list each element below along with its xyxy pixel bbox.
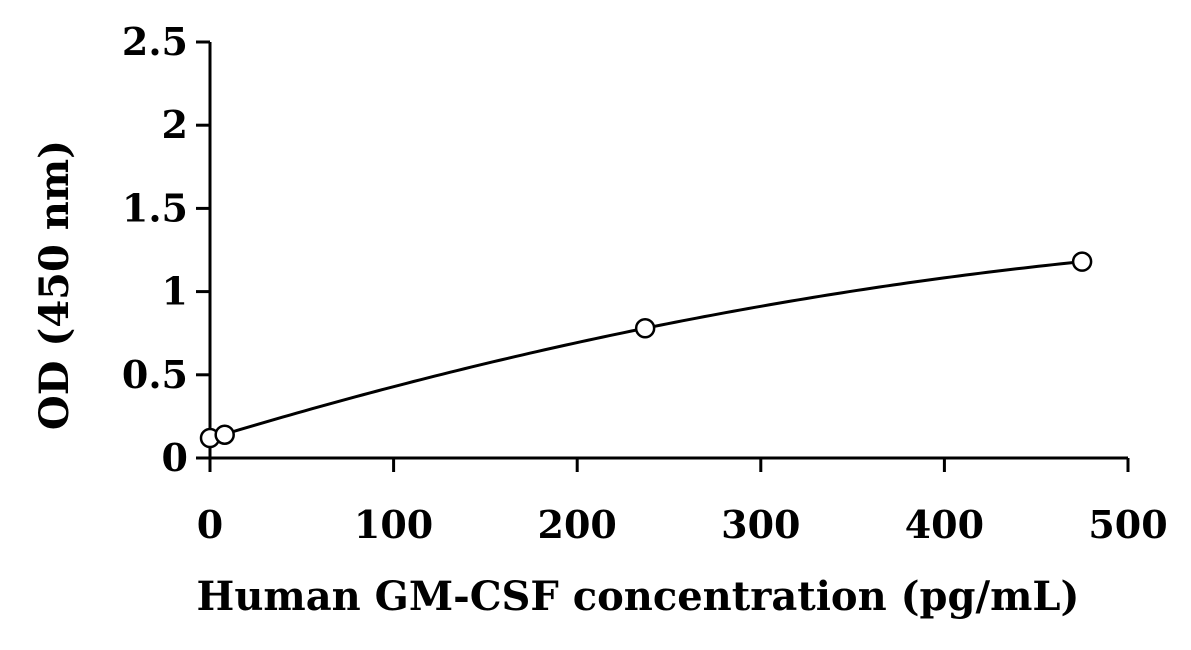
x-tick-label: 500 <box>1088 502 1167 547</box>
y-tick-label: 2 <box>162 102 188 147</box>
y-axis-title: OD (450 nm) <box>31 140 78 430</box>
x-tick-label: 200 <box>538 502 617 547</box>
y-ticks: 0 0.5 1 1.5 2 2.5 <box>122 19 210 480</box>
y-tick-label: 0.5 <box>122 352 188 397</box>
x-tick-label: 100 <box>354 502 433 547</box>
y-tick-label: 1.5 <box>122 185 188 230</box>
x-axis-title: Human GM-CSF concentration (pg/mL) <box>197 573 1080 620</box>
data-point <box>1071 251 1093 272</box>
data-points <box>199 251 1093 449</box>
data-point <box>214 424 235 445</box>
x-tick-label: 300 <box>721 502 800 547</box>
x-ticks: 0 100 200 300 400 500 <box>197 458 1168 547</box>
x-tick-label: 400 <box>905 502 984 547</box>
data-point <box>634 317 656 339</box>
y-tick-label: 1 <box>162 269 188 314</box>
x-tick-label: 0 <box>197 502 223 547</box>
y-tick-label: 2.5 <box>122 19 188 64</box>
y-tick-label: 0 <box>162 435 188 480</box>
plot-area: 0 0.5 1 1.5 2 2.5 0 100 200 300 400 500 <box>122 19 1168 547</box>
fit-curve <box>209 260 1083 441</box>
